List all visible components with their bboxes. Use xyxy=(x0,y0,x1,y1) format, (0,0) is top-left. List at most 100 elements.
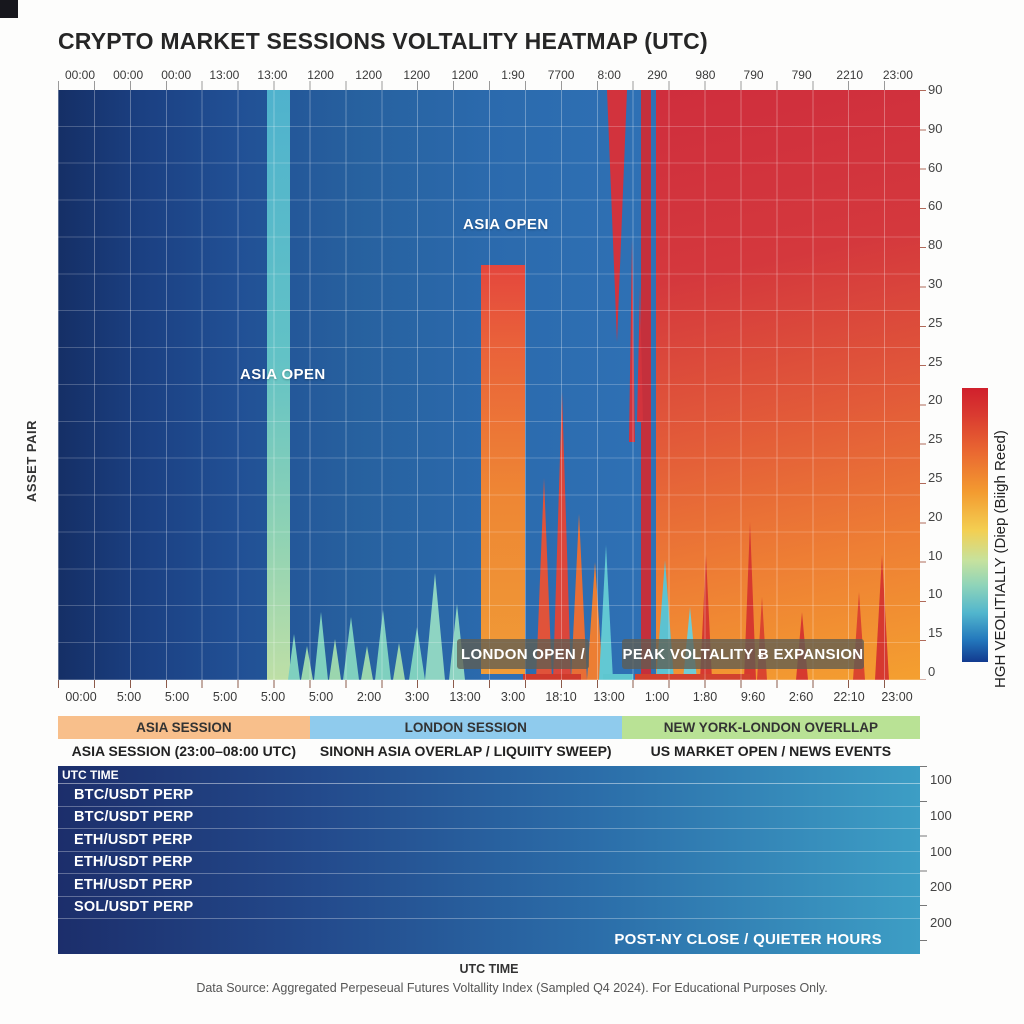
top-tick: 13:00 xyxy=(257,68,288,82)
right-tick: 20 xyxy=(928,392,943,408)
bottom-tick: 00:00 xyxy=(65,690,97,704)
session-sub-london: SINONH ASIA OVERLAP / LIQUIITY SWEEP) xyxy=(319,743,612,759)
session-band-london: LONDON SESSION xyxy=(309,716,622,739)
session-band-strip: ASIA SESSION LONDON SESSION NEW YORK-LON… xyxy=(58,716,920,739)
annotation-post-ny-close: POST-NY CLOSE / QUIETER HOURS xyxy=(614,931,882,948)
top-time-axis: 00:00 00:00 00:00 13:00 13:00 1200 1200 … xyxy=(58,68,920,82)
top-tick: 13:00 xyxy=(209,68,240,82)
y-axis-label: ASSET PAIR xyxy=(24,420,39,503)
top-tick: 290 xyxy=(647,68,668,82)
right-tick: 25 xyxy=(928,314,943,330)
bottom-tick: 5:00 xyxy=(164,690,190,704)
corner-artifact xyxy=(0,0,18,18)
top-tick: 00:00 xyxy=(64,68,96,82)
x-axis-label: UTC TIME xyxy=(459,962,519,976)
annotation-asia-open-2: ASIA OPEN xyxy=(463,216,549,233)
right-tick: 90 xyxy=(928,82,943,97)
right-tick: 25 xyxy=(928,469,943,485)
session-sub-ny: US MARKET OPEN / NEWS EVENTS xyxy=(650,743,892,759)
bottom-tick: 13:00 xyxy=(593,690,625,704)
bottom-axis-tickmarks xyxy=(58,680,920,688)
bottom-tick: 9:60 xyxy=(740,690,766,704)
bottom-tick: 23:00 xyxy=(881,690,913,704)
right-tick: 10 xyxy=(928,586,943,602)
right-tick: 80 xyxy=(928,237,943,253)
bottom-tick: 2:60 xyxy=(788,690,814,704)
bottom-tick: 18:10 xyxy=(545,690,577,704)
right-axis-tickmarks xyxy=(920,90,926,680)
panel-right-tickmarks xyxy=(920,766,927,954)
bottom-tick: 2:00 xyxy=(356,690,382,704)
annotation-london-open: LONDON OPEN / xyxy=(457,639,589,669)
red-volatility-band xyxy=(641,90,651,680)
annotation-peak-expansion: PEAK VOLTALITY Ƀ EXPANSION xyxy=(622,639,864,669)
panel-tick: 200 xyxy=(930,915,952,930)
top-tick: 790 xyxy=(743,68,764,82)
asset-row-btc-1: BTC/USDT PERP xyxy=(58,784,920,807)
colorbar-label: HGH VEOLITIALLY (Diep (Biigh Reed) xyxy=(992,430,1009,688)
bottom-tick: 5:00 xyxy=(308,690,334,704)
asset-row-eth-3: ETH/USDT PERP xyxy=(58,874,920,897)
right-tick: 60 xyxy=(928,198,943,214)
session-band-ny-overlap: NEW YORK-LONDON OVERLLAP xyxy=(621,716,920,739)
top-tick: 1200 xyxy=(355,68,382,82)
panel-header-utc-time: UTC TIME xyxy=(58,766,920,784)
top-tick: 7700 xyxy=(547,68,575,82)
top-tick: 790 xyxy=(791,68,812,82)
top-tick: 1200 xyxy=(403,68,431,82)
right-value-axis: 90 90 60 60 80 30 25 25 20 25 25 20 10 1… xyxy=(928,83,942,679)
session-band-asia: ASIA SESSION xyxy=(58,716,310,739)
orange-volatility-column xyxy=(481,265,525,680)
session-sub-asia: ASIA SESSION (23:00–08:00 UTC) xyxy=(71,743,297,759)
top-tick: 2210 xyxy=(836,68,864,82)
data-source-footnote: Data Source: Aggregated Perpeseual Futur… xyxy=(196,981,828,995)
asset-pair-panel: UTC TIME BTC/USDT PERP BTC/USDT PERP ETH… xyxy=(58,766,920,954)
right-tick: 60 xyxy=(928,159,943,175)
bottom-tick: 22:10 xyxy=(833,690,865,704)
bottom-tick: 13:00 xyxy=(449,690,481,704)
annotation-asia-open-1: ASIA OPEN xyxy=(240,366,326,383)
teal-volatility-band xyxy=(267,90,290,680)
right-tick: 0 xyxy=(928,663,936,679)
top-axis-tickmarks xyxy=(58,81,920,90)
top-tick: 980 xyxy=(695,68,716,82)
right-tick: 90 xyxy=(928,120,943,136)
right-tick: 15 xyxy=(928,625,943,641)
top-tick: 23:00 xyxy=(882,68,913,82)
asset-row-btc-2: BTC/USDT PERP xyxy=(58,807,920,829)
high-volatility-region xyxy=(656,90,920,680)
session-subtitle-row: ASIA SESSION (23:00–08:00 UTC) SINONH AS… xyxy=(58,740,920,762)
right-tick: 25 xyxy=(928,353,943,369)
bottom-tick: 5:00 xyxy=(116,690,142,704)
right-tick: 25 xyxy=(928,431,943,447)
asset-row-eth-1: ETH/USDT PERP xyxy=(58,829,920,852)
page-title: CRYPTO MARKET SESSIONS VOLTALITY HEATMAP… xyxy=(58,28,708,54)
top-tick: 1200 xyxy=(451,68,479,82)
colorbar xyxy=(962,388,988,662)
top-tick: 00:00 xyxy=(113,68,144,82)
bottom-tick: 3:00 xyxy=(500,690,526,704)
top-tick: 1200 xyxy=(307,68,334,82)
asset-row-sol: SOL/USDT PERP xyxy=(58,897,920,919)
panel-tick: 200 xyxy=(930,879,952,895)
right-tick: 30 xyxy=(928,275,943,291)
panel-tick: 100 xyxy=(930,807,952,823)
top-tick: 8:00 xyxy=(597,68,621,82)
grid-overlay xyxy=(58,90,920,680)
bottom-tick: 5:00 xyxy=(260,690,286,704)
panel-tick: 100 xyxy=(930,843,952,859)
top-tick: 00:00 xyxy=(161,68,192,82)
heatmap-plot-area: ASIA OPEN ASIA OPEN LONDON OPEN / PEAK V… xyxy=(58,90,920,680)
right-tick: 20 xyxy=(928,508,943,524)
asset-row-eth-2: ETH/USDT PERP xyxy=(58,852,920,874)
bottom-tick: 1:80 xyxy=(692,690,718,704)
panel-tick: 100 xyxy=(930,772,952,787)
bottom-tick: 1:00 xyxy=(644,690,670,704)
top-tick: 1:90 xyxy=(501,68,525,82)
bottom-time-axis: 00:00 5:00 5:00 5:00 5:00 5:00 2:00 3:00… xyxy=(58,690,920,704)
bottom-tick: 3:00 xyxy=(404,690,430,704)
panel-right-axis: 100 100 100 200 200 xyxy=(930,772,952,930)
right-tick: 10 xyxy=(928,547,943,563)
bottom-tick: 5:00 xyxy=(212,690,238,704)
